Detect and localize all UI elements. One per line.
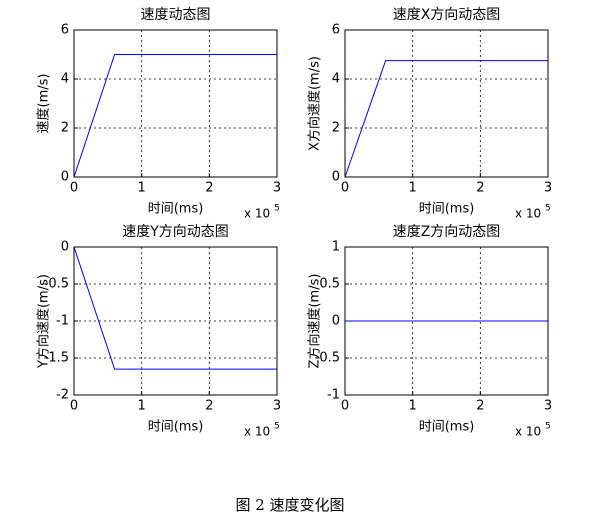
- axes-box: [73, 246, 278, 396]
- x-multiplier: x 10: [244, 425, 270, 439]
- x-tick-label: 3: [544, 399, 552, 414]
- x-tick-label: 0: [341, 181, 349, 196]
- plot-area: [74, 30, 277, 177]
- x-tick-label: 2: [476, 399, 484, 414]
- y-axis-label: Y方向速度(m/s): [36, 274, 52, 369]
- x-multiplier: x 10: [515, 207, 541, 221]
- figure-caption: 图 2 速度变化图: [235, 496, 344, 514]
- x-multiplier-exponent: 5: [274, 204, 280, 214]
- y-tick-label: -1: [327, 388, 340, 403]
- y-tick-label: 0: [332, 170, 340, 185]
- x-tick-label: 2: [205, 399, 213, 414]
- subplot-title: 速度X方向动态图: [393, 7, 501, 23]
- x-tick-label: 1: [138, 399, 146, 414]
- x-tick-label: 0: [70, 181, 78, 196]
- y-tick-label: 6: [61, 23, 69, 38]
- y-tick-label: -1.5: [44, 351, 69, 366]
- y-axis-label: X方向速度(m/s): [307, 56, 323, 151]
- y-tick-label: -0.5: [44, 277, 69, 292]
- y-axis-label: Z方向速度(m/s): [307, 274, 323, 369]
- y-tick-label: 1: [332, 240, 340, 255]
- axes-box: [73, 29, 278, 178]
- x-tick-label: 0: [70, 399, 78, 414]
- subplot-title: 速度Y方向动态图: [122, 224, 229, 240]
- x-tick-label: 3: [273, 181, 281, 196]
- x-axis-label: 时间(ms): [148, 202, 204, 217]
- x-tick-label: 3: [273, 399, 281, 414]
- x-tick-label: 2: [476, 181, 484, 196]
- x-axis-label: 时间(ms): [419, 202, 475, 217]
- x-multiplier: x 10: [515, 425, 541, 439]
- x-tick-label: 1: [409, 399, 417, 414]
- x-tick-label: 1: [138, 181, 146, 196]
- x-multiplier: x 10: [244, 207, 270, 221]
- y-tick-label: 4: [332, 72, 340, 87]
- plot-area: [345, 30, 548, 177]
- axes-box: [344, 29, 549, 178]
- x-tick-label: 1: [409, 181, 417, 196]
- x-multiplier-exponent: 5: [545, 204, 551, 214]
- data-line: [73, 54, 277, 178]
- x-tick-label: 3: [544, 181, 552, 196]
- y-tick-label: 0: [332, 314, 340, 329]
- y-tick-label: 0.5: [319, 277, 340, 292]
- y-tick-label: -1: [56, 314, 69, 329]
- subplot-title: 速度Z方向动态图: [393, 224, 501, 240]
- y-tick-label: -2: [56, 388, 69, 403]
- y-tick-label: 0: [61, 240, 69, 255]
- y-tick-label: 0: [61, 170, 69, 185]
- data-line: [73, 246, 277, 370]
- x-multiplier-exponent: 5: [545, 422, 551, 432]
- y-tick-label: -0.5: [315, 351, 340, 366]
- x-axis-label: 时间(ms): [148, 420, 204, 435]
- x-tick-label: 2: [205, 181, 213, 196]
- y-axis-label: 速度(m/s): [36, 74, 52, 134]
- y-tick-label: 6: [332, 23, 340, 38]
- y-tick-label: 2: [61, 121, 69, 136]
- subplot-title: 速度动态图: [141, 7, 211, 23]
- data-line: [344, 60, 548, 178]
- axes-box: [344, 246, 549, 396]
- x-tick-label: 0: [341, 399, 349, 414]
- y-tick-label: 2: [332, 121, 340, 136]
- x-axis-label: 时间(ms): [419, 420, 475, 435]
- y-tick-label: 4: [61, 72, 69, 87]
- x-multiplier-exponent: 5: [274, 422, 280, 432]
